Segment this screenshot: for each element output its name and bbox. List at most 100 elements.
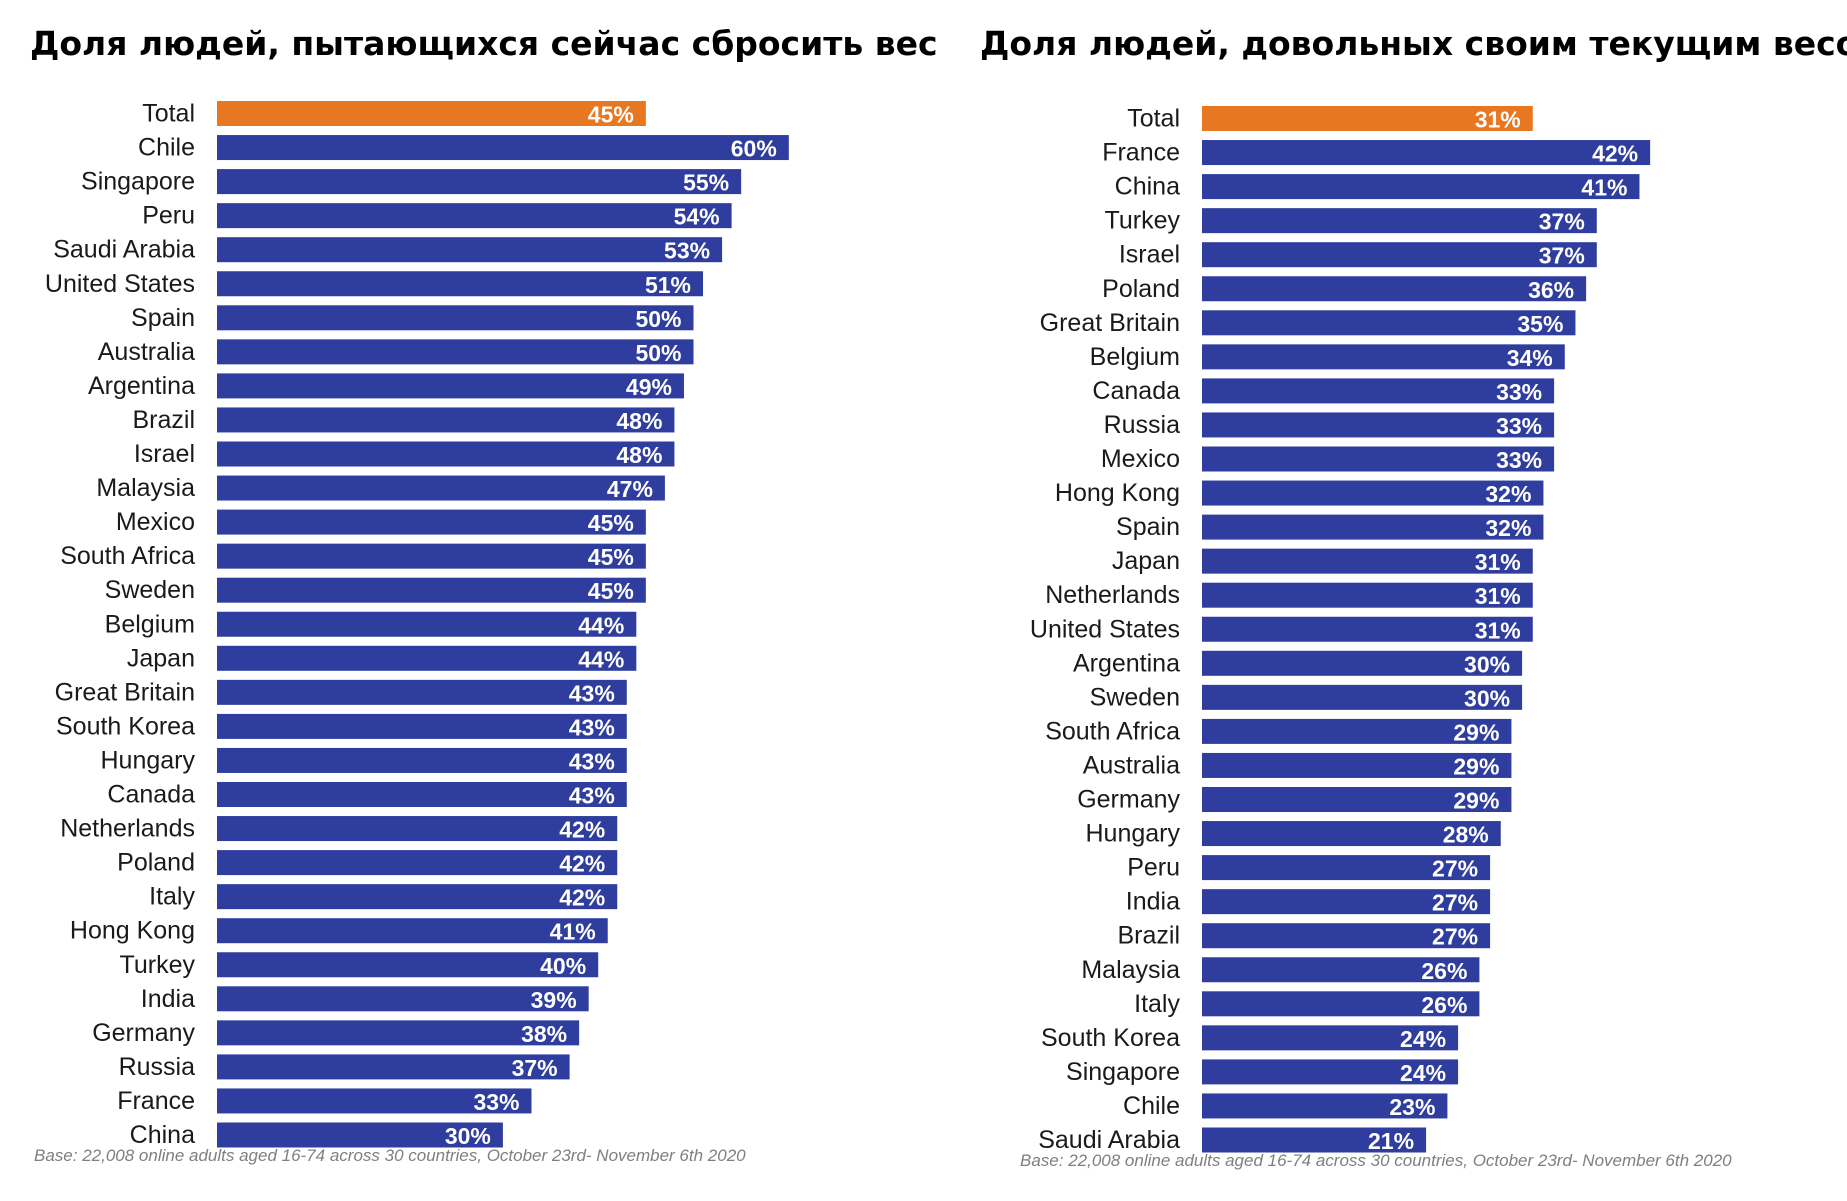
right-value-label-brazil: 27%: [1432, 924, 1478, 950]
left-value-label-south-africa: 45%: [588, 544, 634, 570]
left-bar-turkey: [217, 952, 599, 978]
right-category-label-total: Total: [1127, 105, 1180, 133]
right-bar-mexico: [1202, 446, 1555, 472]
right-category-label-south-korea: South Korea: [1041, 1024, 1180, 1052]
left-category-label-hungary: Hungary: [101, 746, 196, 774]
right-category-label-australia: Australia: [1083, 751, 1180, 779]
left-bar-peru: [217, 203, 732, 229]
left-bar-brazil: [217, 407, 675, 433]
left-value-label-france: 33%: [473, 1089, 519, 1115]
left-value-label-hungary: 43%: [569, 748, 615, 774]
left-bar-saudi-arabia: [217, 237, 723, 263]
left-category-label-singapore: Singapore: [81, 168, 195, 196]
left-bar-poland: [217, 850, 618, 876]
right-value-label-spain: 32%: [1485, 515, 1531, 541]
left-category-label-japan: Japan: [127, 644, 195, 672]
left-category-label-sweden: Sweden: [105, 576, 195, 604]
left-category-label-poland: Poland: [117, 849, 195, 877]
left-category-label-great-britain: Great Britain: [55, 678, 195, 706]
right-bar-poland: [1202, 276, 1587, 302]
right-value-label-hong-kong: 32%: [1485, 481, 1531, 507]
right-value-label-germany: 29%: [1453, 788, 1499, 814]
right-value-label-canada: 33%: [1496, 379, 1542, 405]
left-value-label-singapore: 55%: [683, 170, 729, 196]
right-category-label-chile: Chile: [1123, 1092, 1180, 1120]
right-category-label-japan: Japan: [1112, 547, 1180, 575]
right-bar-united-states: [1202, 616, 1533, 642]
left-bar-netherlands: [217, 816, 618, 842]
left-value-label-argentina: 49%: [626, 374, 672, 400]
right-bar-sweden: [1202, 684, 1523, 710]
left-category-label-belgium: Belgium: [105, 610, 195, 638]
right-value-label-israel: 37%: [1539, 243, 1585, 269]
right-bar-chart: Total 31% France 42% China 41% Turkey 37% Israel…: [1030, 105, 1651, 1154]
right-value-label-australia: 29%: [1453, 753, 1499, 779]
right-bar-hungary: [1202, 821, 1501, 847]
right-bar-germany: [1202, 787, 1512, 812]
left-bar-hungary: [217, 747, 627, 773]
right-value-label-japan: 31%: [1475, 549, 1521, 575]
left-bar-united-states: [217, 271, 704, 297]
left-category-label-australia: Australia: [98, 338, 195, 366]
right-category-label-saudi-arabia: Saudi Arabia: [1038, 1126, 1180, 1154]
left-category-label-india: India: [141, 985, 195, 1013]
left-bar-argentina: [217, 373, 684, 399]
right-value-label-peru: 27%: [1432, 856, 1478, 882]
right-value-label-mexico: 33%: [1496, 447, 1542, 473]
left-value-label-japan: 44%: [578, 646, 624, 672]
left-category-label-spain: Spain: [131, 304, 195, 332]
right-value-label-malaysia: 26%: [1421, 958, 1467, 984]
left-category-label-italy: Italy: [149, 883, 195, 911]
left-bar-chile: [217, 135, 789, 161]
right-value-label-south-korea: 24%: [1400, 1026, 1446, 1052]
right-bar-belgium: [1202, 344, 1565, 370]
right-chart-panel: Доля людей, довольных своим текущим весо…: [980, 0, 1847, 1201]
left-category-label-turkey: Turkey: [120, 951, 196, 979]
left-category-label-peru: Peru: [142, 202, 195, 230]
right-category-label-south-africa: South Africa: [1045, 717, 1180, 745]
left-value-label-israel: 48%: [616, 442, 662, 468]
right-bar-south-korea: [1202, 1025, 1459, 1051]
right-value-label-india: 27%: [1432, 890, 1478, 916]
right-category-label-singapore: Singapore: [1066, 1058, 1180, 1086]
left-bar-sweden: [217, 577, 646, 603]
right-bar-france: [1202, 140, 1651, 166]
left-value-label-belgium: 44%: [578, 612, 624, 638]
right-value-label-united-states: 31%: [1475, 617, 1521, 643]
left-chart-title: Доля людей, пытающихся сейчас сбросить в…: [30, 24, 938, 63]
left-bar-south-africa: [217, 543, 646, 569]
right-category-label-brazil: Brazil: [1117, 922, 1180, 950]
left-value-label-germany: 38%: [521, 1021, 567, 1047]
right-bar-australia: [1202, 752, 1512, 778]
right-category-label-belgium: Belgium: [1090, 343, 1180, 371]
right-category-label-netherlands: Netherlands: [1045, 581, 1180, 609]
right-chart-title: Доля людей, довольных своим текущим весо…: [980, 24, 1847, 63]
right-category-label-turkey: Turkey: [1105, 207, 1181, 235]
left-category-label-china: China: [130, 1121, 195, 1149]
left-value-label-turkey: 40%: [540, 953, 586, 979]
left-value-label-malaysia: 47%: [607, 476, 653, 502]
right-value-label-great-britain: 35%: [1517, 311, 1563, 337]
left-category-label-hong-kong: Hong Kong: [70, 917, 195, 945]
left-value-label-peru: 54%: [674, 204, 720, 230]
left-bar-israel: [217, 441, 675, 467]
left-value-label-poland: 42%: [559, 851, 605, 877]
right-bar-china: [1202, 174, 1640, 200]
right-category-label-spain: Spain: [1116, 513, 1180, 541]
left-bar-canada: [217, 782, 627, 807]
right-value-label-sweden: 30%: [1464, 685, 1510, 711]
right-bar-japan: [1202, 548, 1533, 574]
left-value-label-total: 45%: [588, 102, 634, 128]
right-bar-singapore: [1202, 1059, 1459, 1085]
right-value-label-russia: 33%: [1496, 413, 1542, 439]
right-bar-italy: [1202, 991, 1480, 1017]
left-value-label-south-korea: 43%: [569, 714, 615, 740]
left-category-label-total: Total: [142, 100, 195, 128]
left-bar-china: [217, 1122, 503, 1148]
left-bar-japan: [217, 645, 637, 671]
right-bar-great-britain: [1202, 310, 1576, 336]
right-category-label-india: India: [1126, 888, 1180, 916]
left-category-label-chile: Chile: [138, 134, 195, 162]
left-bar-great-britain: [217, 679, 627, 705]
right-value-label-south-africa: 29%: [1453, 719, 1499, 745]
